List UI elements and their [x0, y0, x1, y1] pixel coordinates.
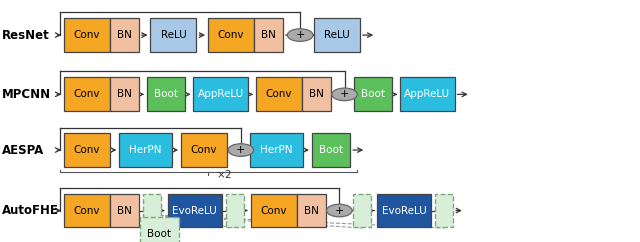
FancyBboxPatch shape	[435, 194, 453, 227]
FancyBboxPatch shape	[140, 217, 179, 242]
Text: Conv: Conv	[74, 205, 100, 216]
FancyBboxPatch shape	[64, 77, 110, 111]
FancyBboxPatch shape	[147, 77, 186, 111]
FancyBboxPatch shape	[400, 77, 454, 111]
Text: ReLU: ReLU	[161, 30, 186, 40]
FancyBboxPatch shape	[110, 77, 139, 111]
FancyBboxPatch shape	[110, 194, 139, 227]
Text: BN: BN	[309, 89, 324, 99]
FancyBboxPatch shape	[64, 18, 110, 52]
FancyBboxPatch shape	[302, 77, 331, 111]
Text: +: +	[296, 30, 305, 40]
FancyBboxPatch shape	[110, 18, 139, 52]
FancyBboxPatch shape	[181, 133, 227, 167]
Text: MPCNN: MPCNN	[2, 88, 51, 101]
FancyBboxPatch shape	[168, 194, 222, 227]
FancyBboxPatch shape	[208, 18, 254, 52]
FancyBboxPatch shape	[314, 18, 360, 52]
Text: BN: BN	[261, 30, 276, 40]
Text: ReLU: ReLU	[324, 30, 350, 40]
FancyBboxPatch shape	[64, 194, 110, 227]
Text: BN: BN	[303, 205, 319, 216]
Text: Boot: Boot	[154, 89, 178, 99]
Text: Conv: Conv	[266, 89, 292, 99]
FancyBboxPatch shape	[297, 194, 326, 227]
Text: AESPA: AESPA	[2, 144, 44, 157]
Text: BN: BN	[117, 205, 132, 216]
FancyBboxPatch shape	[251, 194, 297, 227]
Text: Conv: Conv	[218, 30, 244, 40]
FancyBboxPatch shape	[250, 133, 303, 167]
Text: Conv: Conv	[191, 145, 218, 155]
FancyBboxPatch shape	[353, 194, 371, 227]
Text: ResNet: ResNet	[2, 29, 50, 42]
Text: BN: BN	[117, 89, 132, 99]
Ellipse shape	[332, 88, 357, 101]
Ellipse shape	[287, 29, 313, 41]
Text: Conv: Conv	[74, 30, 100, 40]
Text: HerPN: HerPN	[260, 145, 292, 155]
FancyBboxPatch shape	[256, 77, 302, 111]
FancyBboxPatch shape	[354, 77, 392, 111]
Text: AppReLU: AppReLU	[198, 89, 244, 99]
Text: Boot: Boot	[319, 145, 343, 155]
FancyBboxPatch shape	[193, 77, 248, 111]
FancyBboxPatch shape	[226, 194, 244, 227]
Text: Boot: Boot	[147, 228, 172, 239]
FancyBboxPatch shape	[119, 133, 172, 167]
FancyBboxPatch shape	[254, 18, 283, 52]
Text: $\times$2: $\times$2	[216, 168, 232, 180]
FancyBboxPatch shape	[64, 133, 110, 167]
Text: +: +	[340, 89, 349, 99]
Text: HerPN: HerPN	[129, 145, 162, 155]
FancyBboxPatch shape	[150, 18, 196, 52]
Ellipse shape	[326, 204, 352, 217]
Text: BN: BN	[117, 30, 132, 40]
Text: AppReLU: AppReLU	[404, 89, 451, 99]
Text: +: +	[335, 205, 344, 216]
FancyBboxPatch shape	[312, 133, 350, 167]
FancyBboxPatch shape	[377, 194, 431, 227]
Text: EvoReLU: EvoReLU	[382, 205, 427, 216]
Text: +: +	[236, 145, 246, 155]
Ellipse shape	[228, 144, 253, 156]
Text: Conv: Conv	[74, 89, 100, 99]
FancyBboxPatch shape	[143, 194, 161, 227]
Text: Conv: Conv	[74, 145, 100, 155]
Text: AutoFHE: AutoFHE	[2, 204, 59, 217]
Text: Boot: Boot	[361, 89, 385, 99]
Text: Conv: Conv	[260, 205, 287, 216]
Text: EvoReLU: EvoReLU	[172, 205, 217, 216]
